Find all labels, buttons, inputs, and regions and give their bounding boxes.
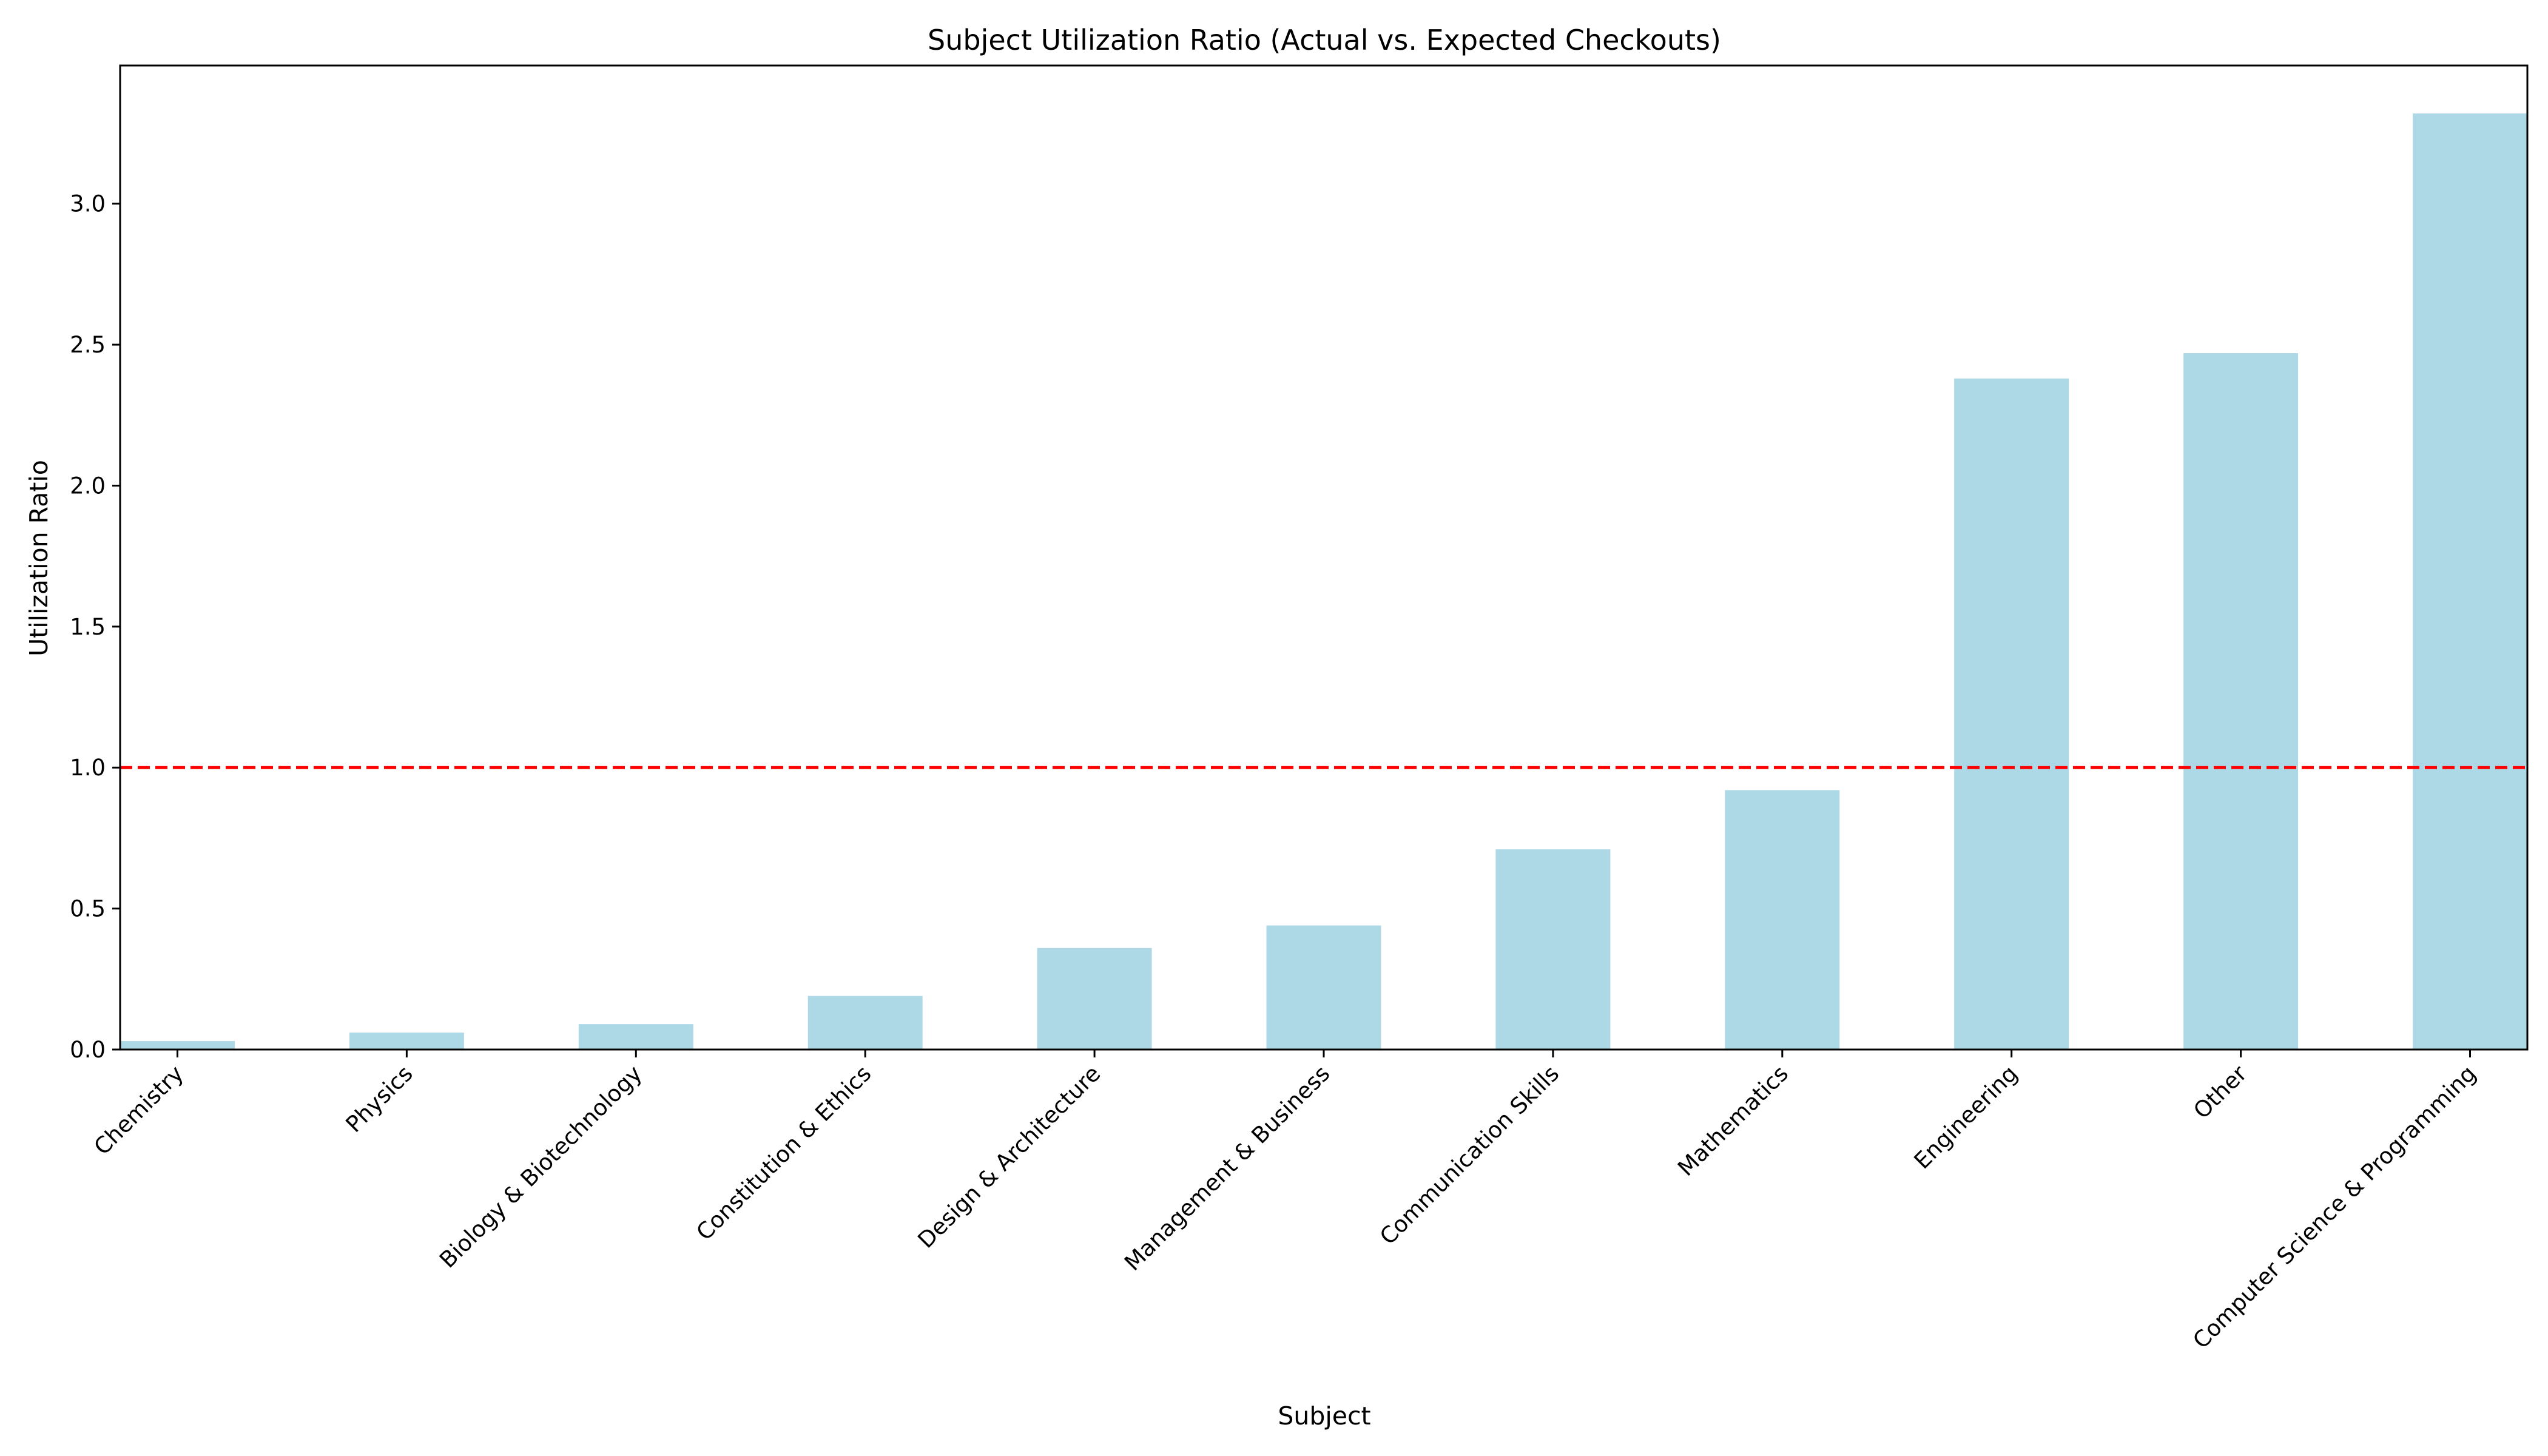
x-tick-label: Constitution & Ethics bbox=[691, 1060, 876, 1245]
y-tick-label: 0.5 bbox=[70, 896, 106, 922]
x-tick-label: Mathematics bbox=[1673, 1060, 1793, 1181]
y-axis-ticks: 0.0 0.5 1.0 1.5 2.0 2.5 3.0 bbox=[70, 191, 120, 1063]
bar-2 bbox=[578, 1024, 693, 1050]
bar-1 bbox=[349, 1033, 464, 1050]
bar-0 bbox=[120, 1041, 235, 1050]
bar-6 bbox=[1495, 849, 1611, 1050]
y-tick-label: 1.0 bbox=[70, 755, 106, 781]
y-tick-label: 3.0 bbox=[70, 191, 106, 217]
x-tick-label: Communication Skills bbox=[1375, 1060, 1564, 1250]
x-tick-label: Chemistry bbox=[89, 1060, 189, 1160]
bar-8 bbox=[1954, 378, 2069, 1050]
x-axis-label: Subject bbox=[1278, 1401, 1370, 1431]
y-tick-label: 2.5 bbox=[70, 332, 106, 358]
x-tick-label: Other bbox=[2188, 1060, 2252, 1124]
bar-3 bbox=[807, 996, 923, 1050]
bar-4 bbox=[1037, 948, 1152, 1050]
y-tick-label: 0.0 bbox=[70, 1037, 106, 1063]
x-axis-ticks: Chemistry Physics Biology & Biotechnology C… bbox=[89, 1050, 2481, 1354]
chart-title: Subject Utilization Ratio (Actual vs. Ex… bbox=[928, 24, 1721, 56]
y-tick-label: 2.0 bbox=[70, 473, 106, 499]
x-tick-label: Design & Architecture bbox=[913, 1060, 1106, 1253]
x-tick-label: Engineering bbox=[1909, 1060, 2023, 1174]
x-tick-label: Management & Business bbox=[1119, 1060, 1335, 1276]
bar-5 bbox=[1266, 925, 1381, 1050]
bars-group bbox=[120, 113, 2527, 1050]
x-tick-label: Computer Science & Programming bbox=[2188, 1060, 2481, 1354]
plot-area-frame bbox=[119, 64, 2529, 1051]
x-tick-label: Physics bbox=[341, 1060, 418, 1138]
bar-9 bbox=[2183, 353, 2299, 1050]
bar-10 bbox=[2413, 113, 2527, 1050]
y-axis-label: Utilization Ratio bbox=[24, 460, 53, 656]
bar-7 bbox=[1725, 790, 1840, 1050]
x-tick-label: Biology & Biotechnology bbox=[434, 1060, 647, 1273]
y-tick-label: 1.5 bbox=[70, 614, 106, 640]
